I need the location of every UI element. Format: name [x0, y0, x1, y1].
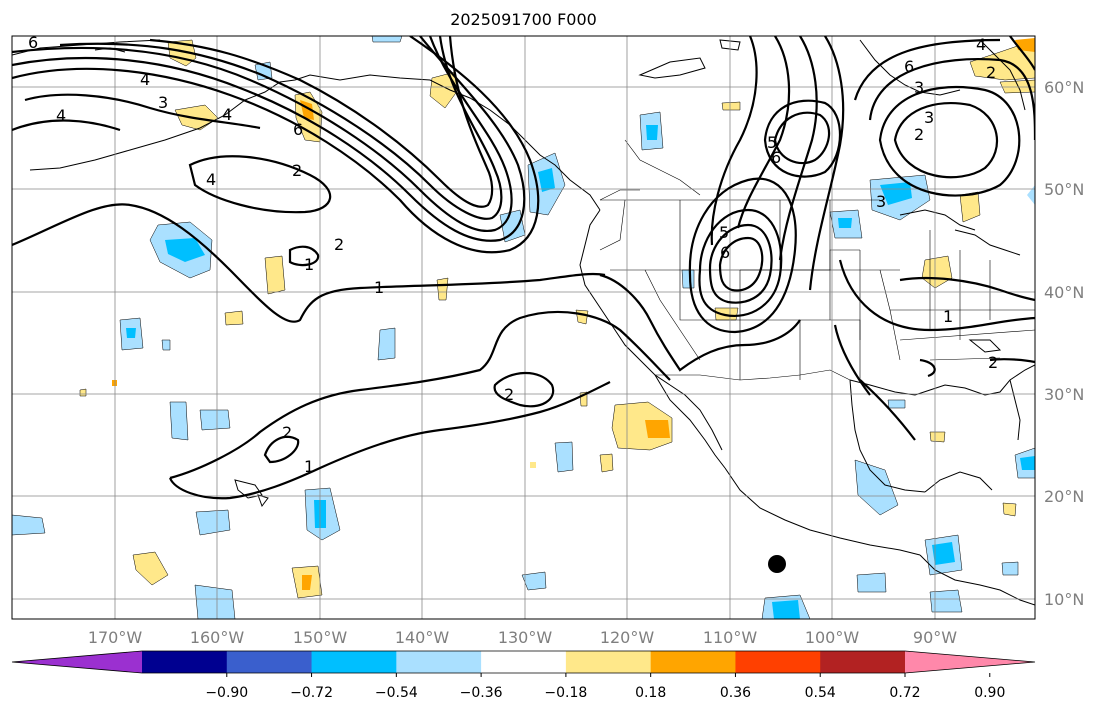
map-background	[12, 36, 1035, 619]
colorbar-segment	[820, 651, 906, 673]
contour-label: 3	[158, 93, 168, 112]
latitude-label: 50°N	[1044, 180, 1084, 199]
contour-label: 6	[293, 120, 303, 139]
contour-label: 2	[292, 161, 302, 180]
contour-label: 2	[986, 63, 996, 82]
coastlines	[12, 39, 1035, 606]
contour-label: 2	[504, 385, 514, 404]
colorbar-tick-label: −0.54	[375, 685, 418, 701]
colorbar-extend-high	[905, 651, 1035, 673]
colorbar-segment	[311, 651, 397, 673]
contour-label: 2	[914, 125, 924, 144]
map-title: 2025091700 F000	[450, 10, 597, 29]
colorbar-tick-label: −0.90	[205, 685, 248, 701]
contour-label: 5	[719, 223, 729, 242]
contour-label: 4	[976, 35, 986, 54]
contour-lines	[12, 36, 1035, 500]
contour-label: 1	[304, 255, 314, 274]
contour-label: 5	[767, 133, 777, 152]
colorbar-segment	[142, 651, 228, 673]
colorbar-tick-label: −0.36	[460, 685, 503, 701]
latitude-label: 10°N	[1044, 590, 1084, 609]
colorbar-segment	[735, 651, 821, 673]
longitude-label: 140°W	[395, 628, 450, 647]
contour-label: 1	[374, 278, 384, 297]
colorbar-tick-label: 0.90	[974, 685, 1005, 701]
colorbar-segment	[650, 651, 736, 673]
contour-label: 3	[876, 192, 886, 211]
colorbar-segment	[565, 651, 652, 673]
contour-label: 6	[720, 243, 730, 262]
longitude-labels: 170°W 160°W 150°W 140°W 130°W 120°W 110°…	[88, 628, 957, 647]
longitude-label: 120°W	[600, 628, 655, 647]
colorbar-tick-label: 0.36	[720, 685, 751, 701]
contour-label: 6	[771, 148, 781, 167]
longitude-label: 160°W	[190, 628, 245, 647]
political-borders	[599, 139, 1035, 381]
contour-label: 4	[140, 70, 150, 89]
colorbar-outline	[11, 650, 1036, 674]
contour-label: 4	[222, 105, 232, 124]
colorbar-tick-label: 0.54	[805, 685, 836, 701]
colorbar-labels: −0.90 −0.72 −0.54 −0.36 −0.18 0.18 0.36 0.54 0.7…	[205, 673, 1005, 701]
contour-label: 1	[304, 457, 314, 476]
longitude-label: 90°W	[913, 628, 957, 647]
colorbar-segment	[396, 651, 482, 673]
contour-label: 1	[943, 307, 953, 326]
colorbar-extend-low	[12, 651, 142, 673]
longitude-label: 130°W	[498, 628, 553, 647]
contour-label: 2	[334, 235, 344, 254]
latitude-label: 20°N	[1044, 487, 1084, 506]
contour-label: 2	[988, 353, 998, 372]
map-frame	[11, 35, 1036, 620]
contour-label: 6	[28, 33, 38, 52]
latitude-labels: 60°N 50°N 40°N 30°N 20°N 10°N	[1044, 78, 1084, 609]
colorbar-tick-label: 0.18	[635, 685, 666, 701]
latitude-label: 40°N	[1044, 283, 1084, 302]
longitude-label: 150°W	[293, 628, 348, 647]
longitude-label: 110°W	[703, 628, 758, 647]
longitude-label: 100°W	[805, 628, 860, 647]
contour-label: 3	[914, 78, 924, 97]
latitude-label: 60°N	[1044, 78, 1084, 97]
contour-label: 3	[924, 108, 934, 127]
contour-label: 6	[904, 57, 914, 76]
colorbar-segment	[226, 651, 313, 673]
graticule	[12, 36, 1035, 619]
latitude-label: 30°N	[1044, 385, 1084, 404]
anomaly-shading	[12, 36, 1035, 619]
contour-label: 4	[206, 170, 216, 189]
colorbar-tick-label: −0.18	[544, 685, 587, 701]
colorbar-segment	[481, 651, 567, 673]
storm-center-marker	[768, 555, 786, 573]
contour-label: 4	[56, 106, 66, 125]
colorbar-tick-label: 0.72	[889, 685, 920, 701]
colorbar-tick-label: −0.72	[290, 685, 333, 701]
contour-label: 2	[282, 423, 292, 442]
colorbar	[11, 650, 1036, 674]
longitude-label: 170°W	[88, 628, 143, 647]
contour-value-labels: 6 4 3 4 4 6 2 4 2 1 1 2 2 1 5 6 5 6 4 3 …	[28, 33, 998, 476]
